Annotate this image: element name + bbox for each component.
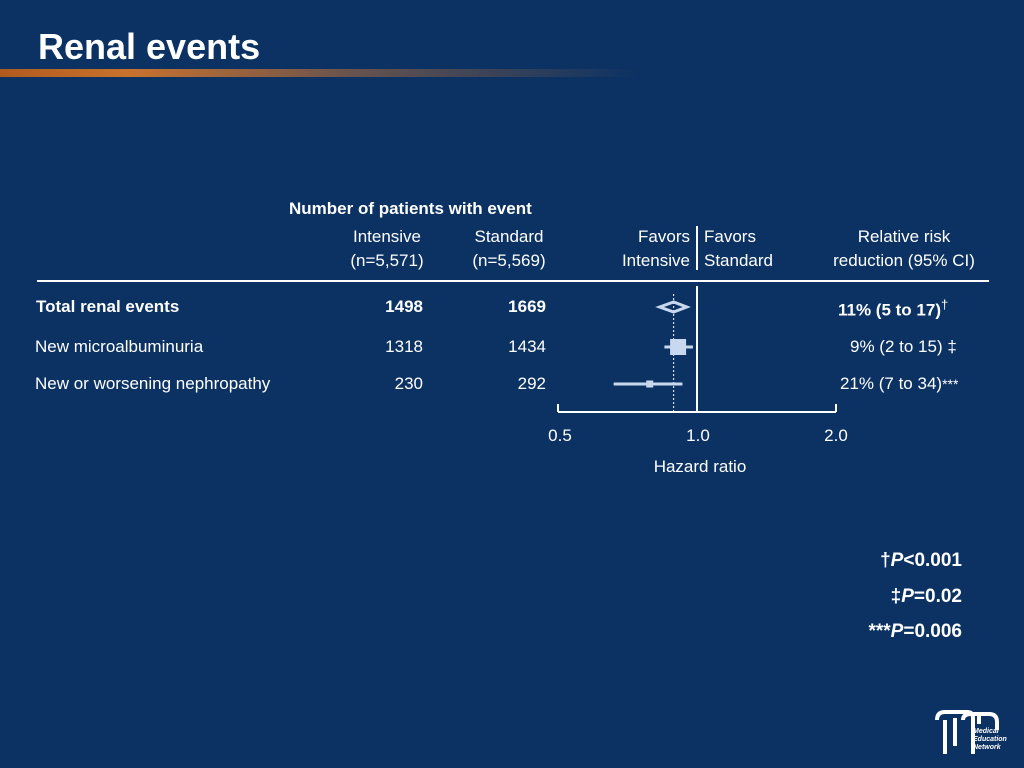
row-label-microalbuminuria: New microalbuminuria <box>35 337 204 356</box>
title-underline <box>0 69 640 77</box>
row-rrr-total: 11% (5 to 17)† <box>838 298 948 319</box>
footnote-1: †P<0.001 <box>880 550 962 572</box>
rrr-value: 21% (7 to 34) <box>840 374 943 393</box>
footnote-mark: ‡ <box>890 586 902 607</box>
row-intensive-total: 1498 <box>385 297 423 316</box>
medical-education-network-logo: Medical Education Network <box>935 710 1007 754</box>
favors-intensive-line2: Intensive <box>621 251 690 270</box>
row-rrr-nephropathy: 21% (7 to 34)*** <box>840 375 958 392</box>
favors-standard-line1: Favors <box>704 227 756 246</box>
x-tick-label-0.5: 0.5 <box>548 426 572 445</box>
x-tick-label-2.0: 2.0 <box>824 426 848 445</box>
row-rrr-microalbuminuria: 9% (2 to 15) ‡ <box>850 337 957 356</box>
rrr-header-line2: reduction (95% CI) <box>833 251 975 270</box>
x-axis-title: Hazard ratio <box>653 457 747 476</box>
footnote-mark: *** <box>868 621 891 642</box>
rrr-value: 11% (5 to 17) <box>838 300 941 320</box>
row-standard-nephropathy: 292 <box>517 374 546 393</box>
point-estimate-2 <box>646 380 654 388</box>
intensive-n: (n=5,571) <box>350 251 424 270</box>
footnote-3: ***P=0.006 <box>868 621 962 643</box>
standard-header: Standard <box>474 227 544 246</box>
logo-text-education: Education <box>973 736 1007 743</box>
rrr-footnote-mark: *** <box>942 376 959 392</box>
favors-intensive-line1: Favors <box>638 227 690 246</box>
slide-title: Renal events <box>38 26 261 67</box>
row-label-nephropathy: New or worsening nephropathy <box>35 374 271 393</box>
logo-text-network: Network <box>973 744 1002 751</box>
footnote-2: ‡P=0.02 <box>891 586 962 608</box>
row-intensive-microalbuminuria: 1318 <box>385 337 423 356</box>
group-header: Number of patients with event <box>289 199 532 218</box>
footnote-mark: † <box>880 550 891 571</box>
footnote-value: =0.006 <box>903 621 962 642</box>
standard-n: (n=5,569) <box>472 251 546 270</box>
footnote-value: =0.02 <box>913 586 962 607</box>
footnote-p: P <box>890 621 904 642</box>
rrr-header-line1: Relative risk <box>857 227 951 246</box>
row-standard-total: 1669 <box>508 297 546 316</box>
footnote-value: <0.001 <box>903 550 962 571</box>
row-intensive-nephropathy: 230 <box>394 374 423 393</box>
favors-standard-line2: Standard <box>704 251 773 270</box>
footnote-p: P <box>890 550 904 571</box>
intensive-header: Intensive <box>352 227 422 246</box>
header-divider <box>37 280 989 282</box>
summary-diamond <box>655 300 691 314</box>
footnote-p: P <box>901 586 914 607</box>
rrr-footnote-mark: † <box>941 297 949 312</box>
logo-text-medical: Medical <box>973 728 1000 735</box>
row-standard-microalbuminuria: 1434 <box>508 337 546 356</box>
x-tick-label-1.0: 1.0 <box>686 426 710 445</box>
point-estimate-1 <box>670 339 687 355</box>
row-label-total: Total renal events <box>36 297 180 316</box>
